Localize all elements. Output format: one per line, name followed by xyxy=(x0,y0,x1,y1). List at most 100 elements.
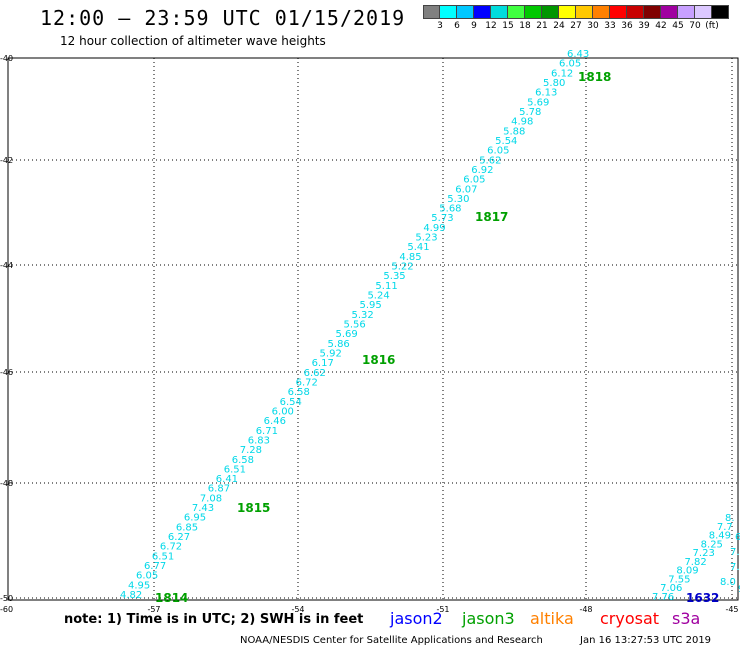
wave-height-label: 6.87 xyxy=(208,484,230,495)
pass-time-label: 1632 xyxy=(686,591,719,605)
color-scale-label: 33 xyxy=(604,21,616,31)
wave-height-label: 6.85 xyxy=(176,522,198,533)
wave-height-label: 6.43 xyxy=(567,49,589,60)
color-swatch xyxy=(712,5,729,19)
satellite-legend-s3a: s3a xyxy=(672,609,701,628)
lon-tick-label: -51 xyxy=(436,605,449,614)
color-scale-label: 30 xyxy=(587,21,599,31)
wave-height-label: 7.06 xyxy=(660,583,682,594)
color-scale-label: 9 xyxy=(471,21,477,31)
wave-height-label: 5.62 xyxy=(479,155,501,166)
wave-height-label: 6.58 xyxy=(232,455,254,466)
wave-height-label: 6 xyxy=(735,532,740,543)
wave-height-label: 7. xyxy=(730,547,740,558)
wave-height-label: 6.51 xyxy=(224,464,246,475)
lon-tick-label: -45 xyxy=(725,605,738,614)
wave-height-label: 6.05 xyxy=(463,175,485,186)
pass-time-label: 1814 xyxy=(155,591,188,605)
wave-height-label: 8.49 xyxy=(709,531,731,542)
color-scale-label: 6 xyxy=(454,21,460,31)
wave-height-label: 8. xyxy=(725,513,735,524)
color-scale-label: 42 xyxy=(655,21,667,31)
wave-height-label: 7.76 xyxy=(652,592,674,603)
page-title: 12:00 — 23:59 UTC 01/15/2019 xyxy=(40,6,406,30)
wave-height-label: 4.82 xyxy=(120,590,142,601)
wave-height-label: 6.12 xyxy=(551,68,573,79)
wave-height-label: 8.09 xyxy=(676,566,698,577)
wave-height-label: 6.58 xyxy=(288,387,310,398)
lon-tick-label: -54 xyxy=(291,605,304,614)
lat-tick-label: -42 xyxy=(0,156,13,165)
color-scale-label: 12 xyxy=(485,21,497,31)
color-swatch xyxy=(610,5,627,19)
lat-tick-label: -50 xyxy=(0,594,13,603)
wave-height-label: 5.88 xyxy=(503,126,525,137)
color-swatch xyxy=(525,5,542,19)
wave-height-label: 7.82 xyxy=(684,557,706,568)
satellite-legend-cryosat: cryosat xyxy=(600,609,660,628)
color-swatch xyxy=(440,5,457,19)
wave-height-label: 6.54 xyxy=(280,397,302,408)
color-scale-label: 36 xyxy=(621,21,633,31)
wave-height-label: 6.07 xyxy=(455,184,477,195)
lat-tick-label: -48 xyxy=(0,479,13,488)
pass-time-label: 1818 xyxy=(578,70,611,84)
color-scale-label: 21 xyxy=(536,21,548,31)
wave-height-label: 6.41 xyxy=(216,474,238,485)
wave-height-label: 6.05 xyxy=(136,571,158,582)
wave-height-label: 7.08 xyxy=(200,493,222,504)
wave-height-label: 6.92 xyxy=(471,165,493,176)
wave-height-label: 7. xyxy=(730,562,740,573)
color-scale-labels: 3 6 9 12 15 18 21 24 27 30 33 36 39 42 45 70 (ft) xyxy=(423,21,740,33)
pass-time-label: 1815 xyxy=(237,501,270,515)
wave-height-label: 5.54 xyxy=(495,136,517,147)
corner-label: -60 xyxy=(0,605,13,614)
color-swatch xyxy=(559,5,576,19)
generated-date: Jan 16 13:27:53 UTC 2019 xyxy=(580,635,712,646)
wave-height-label: 6.05 xyxy=(559,59,581,70)
satellite-legend-jason3: jason3 xyxy=(462,609,515,628)
pass-time-label: 1817 xyxy=(475,210,508,224)
satellite-legend-jason2: jason2 xyxy=(390,609,443,628)
wave-height-label: 6.71 xyxy=(256,426,278,437)
color-swatch xyxy=(542,5,559,19)
wave-height-label: 8.25 xyxy=(701,539,723,550)
wave-height-label: 7.28 xyxy=(240,445,262,456)
wave-height-label: 7.55 xyxy=(668,574,690,585)
wave-height-label: 4.99 xyxy=(423,223,445,234)
wave-height-label: 7.23 xyxy=(693,548,715,559)
wave-height-label: 4.98 xyxy=(511,117,533,128)
wave-height-label: 4.95 xyxy=(128,580,150,591)
satellite-legend-altika: altika xyxy=(530,609,574,628)
wave-height-label: 5.80 xyxy=(543,78,565,89)
color-scale-label: 3 xyxy=(437,21,443,31)
wave-height-label: 6.27 xyxy=(168,532,190,543)
pass-time-label: 1816 xyxy=(362,353,395,367)
color-swatch xyxy=(627,5,644,19)
map-frame xyxy=(7,57,739,601)
wave-height-label: 5.68 xyxy=(439,204,461,215)
wave-height-label: 6.83 xyxy=(248,435,270,446)
color-swatch xyxy=(695,5,712,19)
footnote: note: 1) Time is in UTC; 2) SWH is in fe… xyxy=(64,612,364,627)
lat-tick-label: -44 xyxy=(0,261,13,270)
wave-height-label: 6.72 xyxy=(296,377,318,388)
lon-tick-label: -57 xyxy=(147,605,160,614)
wave-height-label: 6.13 xyxy=(535,88,557,99)
wave-height-label: 6.00 xyxy=(272,406,294,417)
wave-height-label: 6.95 xyxy=(184,513,206,524)
color-swatch xyxy=(457,5,474,19)
color-swatch xyxy=(491,5,508,19)
wave-height-label: 5.92 xyxy=(320,348,342,359)
wave-height-label: 5.41 xyxy=(407,242,429,253)
wave-height-label: 5.23 xyxy=(415,233,437,244)
wave-height-label: 6.46 xyxy=(264,416,286,427)
wave-height-label: 5.22 xyxy=(391,262,413,273)
color-scale-label: 45 xyxy=(672,21,684,31)
wave-height-label: 7.43 xyxy=(192,503,214,514)
wave-height-label: 5.24 xyxy=(367,291,389,302)
color-scale xyxy=(423,5,729,19)
wave-height-label: 5.95 xyxy=(359,300,381,311)
wave-height-label: 5.69 xyxy=(527,97,549,108)
